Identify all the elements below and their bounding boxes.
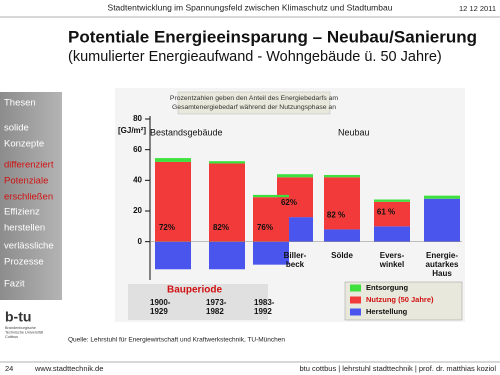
share-label: 72% — [159, 223, 175, 232]
bar-segment — [324, 177, 360, 230]
x-tick-label: 1929 — [150, 307, 168, 316]
slide-title: Potentiale Energieeinsparung – Neubau/Sa… — [68, 27, 477, 46]
nav-item: Thesen — [4, 98, 36, 109]
share-label: 61 % — [377, 207, 395, 216]
logo-mark: b-tu — [5, 309, 31, 325]
y-tick-label: 40 — [133, 175, 142, 184]
bar-segment — [324, 174, 360, 178]
bar-segment — [374, 226, 410, 242]
legend-box — [344, 281, 463, 321]
footer-credit: btu cottbus | lehrstuhl stadttechnik | p… — [300, 364, 497, 373]
bar-segment — [253, 194, 289, 198]
bar-segment — [424, 195, 460, 199]
page-number: 24 — [5, 364, 13, 373]
x-tick-label: 1983- — [254, 298, 275, 307]
bar-segment — [374, 199, 410, 202]
bar-segment — [374, 201, 410, 227]
nav-item: Konzepte — [4, 139, 44, 150]
nav-item: solide — [4, 123, 29, 134]
chart-note: Gesamtenergiebedarf während der Nutzungs… — [172, 104, 336, 111]
share-label: 76% — [257, 223, 273, 232]
group-label: Bestandsgebäude — [150, 127, 223, 137]
y-axis-label: [GJ/m²] — [118, 126, 146, 135]
bar-segment — [324, 229, 360, 242]
x-tick-label: Evers- — [380, 251, 405, 260]
nav-item: Prozesse — [4, 257, 44, 268]
logo-text: Technische Universität — [5, 331, 44, 335]
nav-item: verlässliche — [4, 241, 54, 252]
bar-segment — [424, 198, 460, 242]
bar-segment — [209, 161, 245, 164]
bar-segment — [253, 241, 289, 265]
chart-note: Prozentzahlen geben den Anteil des Energ… — [170, 95, 338, 102]
x-tick-label: 1992 — [254, 307, 272, 316]
x-tick-label: 1982 — [206, 307, 224, 316]
header-date: 12 12 2011 — [459, 4, 496, 13]
logo-text: Cottbus — [5, 335, 18, 339]
legend-label: Nutzung (50 Jahre) — [366, 295, 434, 304]
x-tick-label: winkel — [379, 260, 404, 269]
note-box — [177, 91, 331, 115]
x-tick-label: 1973- — [206, 298, 227, 307]
bar-segment — [209, 241, 245, 270]
bar-segment — [155, 161, 191, 242]
nav-item: Potenziale — [4, 176, 48, 187]
x-tick-label: Biller- — [284, 251, 307, 260]
nav-item: differenziert — [4, 160, 54, 171]
bar-segment — [277, 174, 313, 178]
logo-text: Brandenburgische — [5, 326, 36, 330]
x-tick-label: beck — [286, 260, 305, 269]
source: Quelle: Lehrstuhl für Energiewirtschaft … — [68, 337, 285, 344]
x-tick-label: 1900- — [150, 298, 171, 307]
slide-subtitle: (kumulierter Energieaufwand - Wohngebäud… — [68, 49, 442, 65]
legend-label: Entsorgung — [366, 283, 408, 292]
nav-item: Fazit — [4, 279, 25, 290]
y-tick-label: 60 — [133, 145, 142, 154]
legend-swatch — [350, 308, 361, 316]
group-label: Neubau — [338, 127, 370, 137]
footer-url: www.stadttechnik.de — [34, 364, 103, 373]
nav-item: herstellen — [4, 223, 45, 234]
y-tick-label: 20 — [133, 206, 142, 215]
y-tick-label: 80 — [133, 114, 142, 123]
legend-swatch — [350, 284, 361, 292]
bar-segment — [209, 163, 245, 242]
x-tick-label: Haus — [432, 269, 452, 278]
x-tick-label: Energie- — [426, 251, 458, 260]
bar-segment — [155, 241, 191, 270]
share-label: 82 % — [327, 211, 345, 220]
y-tick-label: 0 — [138, 237, 143, 246]
x-tick-label: autarkes — [426, 260, 459, 269]
sidebar — [0, 92, 62, 300]
nav-item: Effizienz — [4, 207, 40, 218]
nav-item: erschließen — [4, 192, 53, 203]
legend-swatch — [350, 296, 361, 304]
bar-segment — [155, 158, 191, 162]
legend-label: Herstellung — [366, 307, 408, 316]
x-tick-label: Sölde — [331, 251, 353, 260]
period-label: Bauperiode — [167, 285, 222, 296]
period-box — [128, 284, 268, 320]
header-topic: Stadtentwicklung im Spannungsfeld zwisch… — [108, 2, 393, 12]
share-label: 82% — [213, 223, 229, 232]
share-label: 62% — [281, 198, 297, 207]
